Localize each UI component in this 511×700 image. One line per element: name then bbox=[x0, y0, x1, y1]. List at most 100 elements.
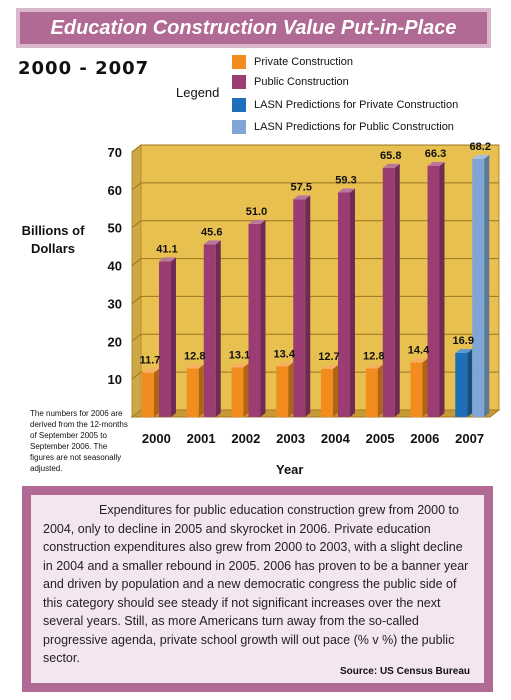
bar-public-2001-front bbox=[203, 244, 216, 417]
bar-public-2001-top bbox=[203, 240, 221, 245]
legend-swatch-lasn-public bbox=[232, 120, 246, 134]
bar-public-2006-front bbox=[427, 166, 440, 417]
data-label-private: 12.8 bbox=[184, 351, 205, 363]
bar-public-2000-side bbox=[171, 257, 176, 417]
commentary-panel: Expenditures for public education constr… bbox=[31, 495, 484, 683]
legend-item-private: Private Construction bbox=[232, 54, 353, 70]
bar-public-2005-front bbox=[382, 167, 395, 417]
x-tick-label: 2002 bbox=[231, 431, 260, 446]
bar-public-2001-side bbox=[215, 240, 221, 417]
bar-private-2005-front bbox=[365, 368, 378, 417]
legend-label-public: Public Construction bbox=[254, 76, 349, 88]
chart-title: Education Construction Value Put-in-Plac… bbox=[50, 16, 457, 39]
bar-private-2001-front bbox=[186, 368, 199, 417]
x-tick-label: 2003 bbox=[276, 431, 305, 446]
bar-private-2004-top bbox=[321, 364, 338, 369]
y-tick-label: 20 bbox=[108, 334, 122, 349]
bar-public-2004-top bbox=[338, 188, 355, 193]
legend-item-public: Public Construction bbox=[232, 74, 349, 90]
bar-public-2004-side bbox=[350, 188, 355, 417]
bar-public-2004-front bbox=[338, 192, 350, 417]
bar-private-2000 bbox=[142, 368, 159, 417]
legend-title: Legend bbox=[176, 85, 220, 100]
title-banner: Education Construction Value Put-in-Plac… bbox=[16, 8, 491, 48]
y-tick-label: 10 bbox=[108, 372, 122, 387]
data-label-private: 16.9 bbox=[453, 335, 474, 347]
gridline-side bbox=[131, 371, 142, 380]
gridline-side bbox=[131, 258, 142, 266]
bar-private-2006-top bbox=[410, 358, 428, 363]
x-axis-label: Year bbox=[276, 462, 304, 477]
data-label-public: 59.3 bbox=[335, 175, 356, 187]
bar-public-2003 bbox=[293, 195, 311, 417]
data-label-public: 45.6 bbox=[201, 226, 222, 238]
legend-label-private: Private Construction bbox=[254, 56, 354, 68]
year-range: 2000 - 2007 bbox=[18, 58, 150, 79]
bar-public-2003-front bbox=[293, 199, 306, 417]
bar-private-2002-front bbox=[231, 367, 244, 417]
footnote: The numbers for 2006 are derived from th… bbox=[30, 409, 128, 473]
bar-public-2002-top bbox=[248, 219, 266, 224]
source-note: Source: US Census Bureau bbox=[339, 666, 470, 677]
data-label-private: 13.1 bbox=[229, 349, 250, 361]
bar-public-2000-top bbox=[159, 257, 176, 262]
x-tick-label: 2007 bbox=[455, 431, 484, 446]
commentary-text: Expenditures for public education constr… bbox=[43, 503, 469, 665]
bar-public-2002 bbox=[248, 219, 266, 417]
bar-public-2005 bbox=[382, 163, 400, 417]
bar-private-2007-front bbox=[455, 353, 468, 417]
bar-private-2000-side bbox=[154, 368, 159, 417]
bar-public-2003-side bbox=[305, 195, 311, 417]
bar-public-2004 bbox=[338, 188, 355, 417]
bar-public-2005-side bbox=[394, 163, 400, 417]
data-label-public: 68.2 bbox=[470, 141, 491, 153]
legend-swatch-private bbox=[232, 55, 246, 69]
bar-private-2007 bbox=[455, 349, 473, 417]
bar-public-2007-side bbox=[484, 154, 490, 418]
bar-private-2004-front bbox=[321, 368, 333, 417]
gridline-side bbox=[131, 144, 142, 153]
gridline-side bbox=[131, 333, 142, 342]
bar-private-2004 bbox=[321, 364, 338, 417]
gridline-side bbox=[131, 220, 142, 229]
bar-private-2003-side bbox=[288, 362, 294, 417]
legend-swatch-lasn-private bbox=[232, 98, 246, 112]
bar-public-2002-side bbox=[260, 219, 266, 417]
bar-public-2000 bbox=[159, 257, 176, 417]
bar-private-2001-side bbox=[198, 364, 204, 417]
legend-item-lasn-public: LASN Predictions for Public Construction bbox=[232, 119, 454, 135]
bar-private-2006-side bbox=[422, 358, 428, 417]
bar-public-2002-front bbox=[248, 223, 261, 417]
data-label-private: 11.7 bbox=[140, 355, 161, 367]
bar-private-2000-front bbox=[142, 372, 154, 417]
data-label-public: 65.8 bbox=[380, 150, 401, 162]
bar-public-2006-top bbox=[427, 162, 445, 167]
bar-public-2007-front bbox=[472, 158, 485, 418]
bar-public-2007-top bbox=[472, 154, 490, 159]
bar-private-2001-top bbox=[186, 364, 204, 369]
bar-private-2000-top bbox=[142, 368, 159, 373]
bar-public-2007 bbox=[472, 154, 490, 418]
bar-private-2002-top bbox=[231, 363, 249, 368]
bar-private-2002 bbox=[231, 363, 249, 417]
data-label-public: 41.1 bbox=[156, 243, 177, 255]
x-tick-label: 2006 bbox=[410, 431, 439, 446]
legend-item-lasn-private: LASN Predictions for Private Constructio… bbox=[232, 97, 458, 113]
bar-public-2000-front bbox=[159, 261, 171, 417]
x-tick-label: 2000 bbox=[142, 431, 171, 446]
data-label-private: 14.4 bbox=[408, 344, 430, 356]
gridline-side bbox=[131, 296, 142, 304]
commentary-box: Expenditures for public education constr… bbox=[22, 486, 493, 692]
x-tick-label: 2004 bbox=[321, 431, 351, 446]
bar-private-2001 bbox=[186, 364, 204, 417]
x-tick-label: 2005 bbox=[366, 431, 395, 446]
bar-private-2003-top bbox=[276, 362, 294, 367]
bar-private-2004-side bbox=[333, 364, 338, 417]
bar-private-2003-front bbox=[276, 366, 289, 417]
legend-label-lasn-private: LASN Predictions for Private Constructio… bbox=[254, 99, 459, 111]
data-label-public: 66.3 bbox=[425, 148, 446, 160]
y-tick-label: 50 bbox=[108, 221, 122, 236]
y-tick-label: 70 bbox=[108, 145, 122, 160]
bar-private-2002-side bbox=[243, 363, 249, 417]
data-label-public: 57.5 bbox=[291, 181, 312, 193]
